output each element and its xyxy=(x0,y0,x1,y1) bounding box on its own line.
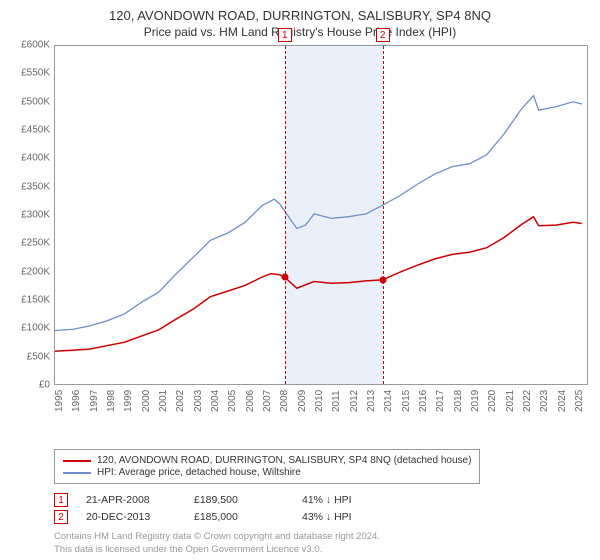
plot-svg xyxy=(55,46,587,384)
x-tick-label: 2025 xyxy=(574,390,585,412)
y-tick-label: £550K xyxy=(21,68,50,79)
legend-swatch xyxy=(63,472,91,474)
x-tick-label: 2003 xyxy=(193,390,204,412)
transaction-price: £189,500 xyxy=(194,494,284,506)
x-tick-label: 2015 xyxy=(401,390,412,412)
marker-badge: 1 xyxy=(278,28,292,42)
x-tick-label: 1999 xyxy=(123,390,134,412)
x-tick-label: 2010 xyxy=(314,390,325,412)
table-row: 2 20-DEC-2013 £185,000 43% ↓ HPI xyxy=(54,510,588,524)
y-tick-label: £150K xyxy=(21,295,50,306)
x-tick-label: 2000 xyxy=(141,390,152,412)
x-tick-label: 2018 xyxy=(453,390,464,412)
y-tick-label: £100K xyxy=(21,323,50,334)
chart-title: 120, AVONDOWN ROAD, DURRINGTON, SALISBUR… xyxy=(12,8,588,23)
transaction-delta: 41% ↓ HPI xyxy=(302,494,392,506)
transaction-marker-icon: 1 xyxy=(54,493,68,507)
transaction-delta: 43% ↓ HPI xyxy=(302,511,392,523)
x-tick-label: 2023 xyxy=(539,390,550,412)
transaction-date: 21-APR-2008 xyxy=(86,494,176,506)
y-tick-label: £600K xyxy=(21,40,50,51)
transaction-marker-icon: 2 xyxy=(54,510,68,524)
x-tick-label: 2017 xyxy=(435,390,446,412)
series-line-property xyxy=(55,217,582,352)
x-tick-label: 2011 xyxy=(331,391,342,413)
x-tick-label: 2021 xyxy=(505,390,516,412)
marker-badge: 2 xyxy=(376,28,390,42)
sale-point xyxy=(379,276,386,283)
x-tick-label: 1998 xyxy=(106,390,117,412)
x-tick-label: 2005 xyxy=(227,390,238,412)
y-tick-label: £300K xyxy=(21,210,50,221)
y-tick-label: £250K xyxy=(21,238,50,249)
series-line-hpi xyxy=(55,96,582,331)
x-tick-label: 2004 xyxy=(210,390,221,412)
legend-label: 120, AVONDOWN ROAD, DURRINGTON, SALISBUR… xyxy=(97,455,471,466)
x-tick-label: 1995 xyxy=(54,390,65,412)
x-tick-label: 2007 xyxy=(262,390,273,412)
footer-line: This data is licensed under the Open Gov… xyxy=(54,544,588,556)
x-axis: 1995199619971998199920002001200220032004… xyxy=(54,394,588,421)
y-tick-label: £450K xyxy=(21,125,50,136)
y-tick-label: £400K xyxy=(21,153,50,164)
legend-box: 120, AVONDOWN ROAD, DURRINGTON, SALISBUR… xyxy=(54,449,480,484)
chart-area: £0 £50K £100K £150K £200K £250K £300K £350K £400… xyxy=(12,45,588,394)
x-tick-label: 2019 xyxy=(470,390,481,412)
x-tick-label: 2001 xyxy=(158,390,169,412)
sale-point xyxy=(281,274,288,281)
plot-area: 12 xyxy=(54,45,588,385)
table-row: 1 21-APR-2008 £189,500 41% ↓ HPI xyxy=(54,493,588,507)
x-tick-label: 2024 xyxy=(557,390,568,412)
x-tick-label: 2013 xyxy=(366,390,377,412)
transaction-date: 20-DEC-2013 xyxy=(86,511,176,523)
y-tick-label: £200K xyxy=(21,266,50,277)
x-tick-label: 2009 xyxy=(297,390,308,412)
legend-item: 120, AVONDOWN ROAD, DURRINGTON, SALISBUR… xyxy=(63,455,471,466)
transaction-price: £185,000 xyxy=(194,511,284,523)
x-tick-label: 1996 xyxy=(71,390,82,412)
x-tick-label: 2008 xyxy=(279,390,290,412)
transactions-table: 1 21-APR-2008 £189,500 41% ↓ HPI 2 20-DE… xyxy=(54,490,588,527)
legend-swatch xyxy=(63,460,91,462)
chart-subtitle: Price paid vs. HM Land Registry's House … xyxy=(12,25,588,39)
x-tick-label: 2022 xyxy=(522,390,533,412)
legend-item: HPI: Average price, detached house, Wilt… xyxy=(63,467,471,478)
x-tick-label: 2020 xyxy=(487,390,498,412)
y-tick-label: £0 xyxy=(39,380,50,391)
x-tick-label: 2002 xyxy=(175,390,186,412)
x-tick-label: 2012 xyxy=(349,390,360,412)
x-tick-label: 2006 xyxy=(245,390,256,412)
y-tick-label: £50K xyxy=(27,351,50,362)
y-axis: £0£50K£100K£150K£200K£250K£300K£350K£400… xyxy=(12,45,54,385)
x-tick-label: 1997 xyxy=(89,390,100,412)
footer-attribution: Contains HM Land Registry data © Crown c… xyxy=(54,531,588,556)
vertical-marker-line xyxy=(383,46,384,384)
footer-line: Contains HM Land Registry data © Crown c… xyxy=(54,531,588,543)
x-tick-label: 2016 xyxy=(418,390,429,412)
y-tick-label: £350K xyxy=(21,181,50,192)
vertical-marker-line xyxy=(285,46,286,384)
y-tick-label: £500K xyxy=(21,96,50,107)
x-tick-label: 2014 xyxy=(383,390,394,412)
legend-label: HPI: Average price, detached house, Wilt… xyxy=(97,467,301,478)
